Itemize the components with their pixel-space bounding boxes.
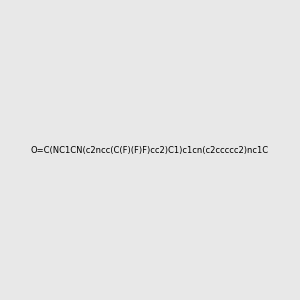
- Text: O=C(NC1CN(c2ncc(C(F)(F)F)cc2)C1)c1cn(c2ccccc2)nc1C: O=C(NC1CN(c2ncc(C(F)(F)F)cc2)C1)c1cn(c2c…: [31, 146, 269, 154]
